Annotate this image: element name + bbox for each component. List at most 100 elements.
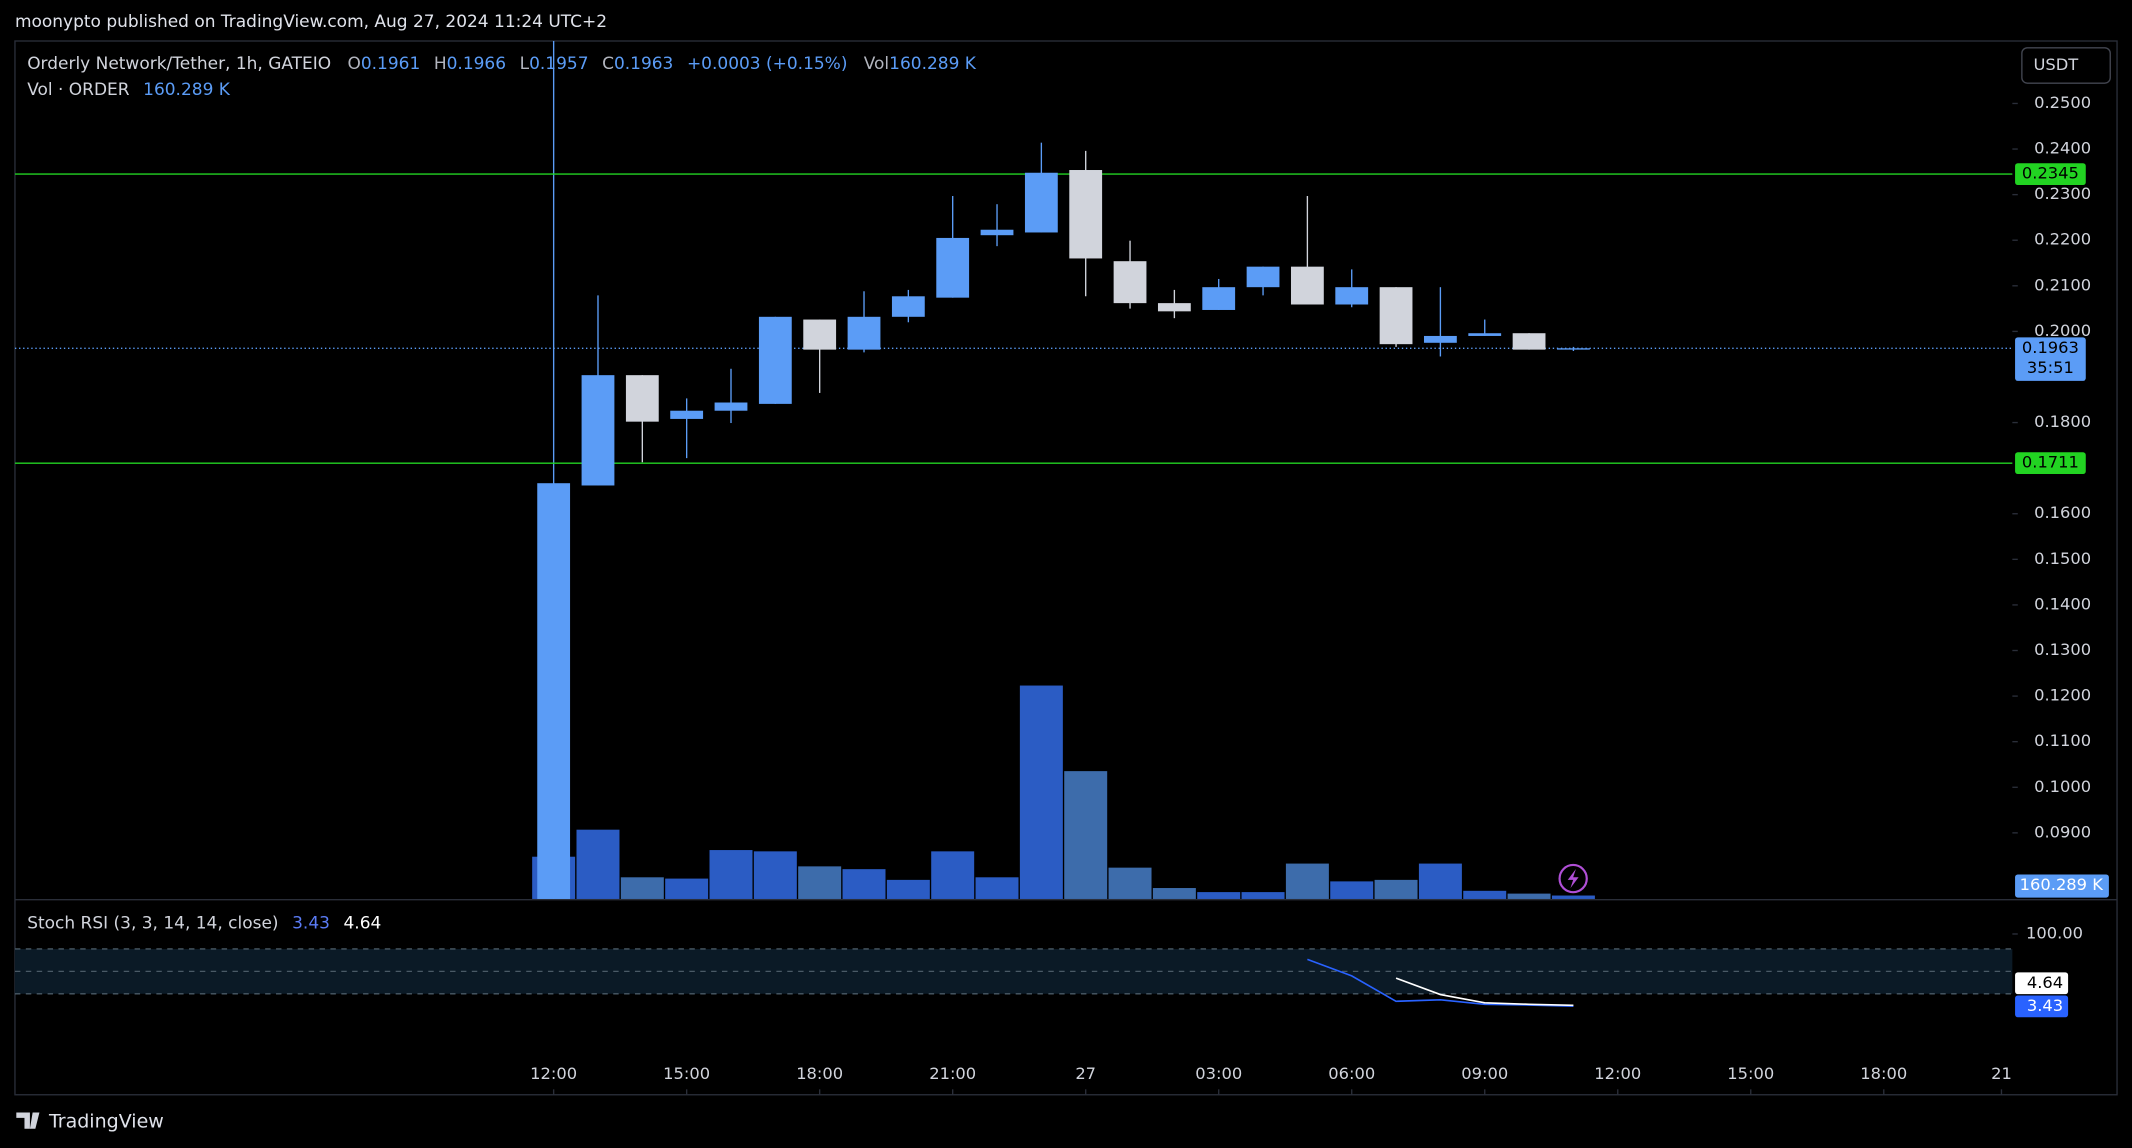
candle-body [1024,172,1058,233]
volume-bar [576,829,620,899]
x-tick-label: 18:00 [1860,1064,1907,1083]
candle-body [1113,261,1147,304]
brand-text: TradingView [48,1110,164,1132]
level-label-box [2015,163,2086,185]
currency-label: USDT [2033,55,2078,74]
candle-body [537,483,571,899]
volume-bar [1019,685,1063,899]
y-tick-label: 0.1400 [2034,594,2091,613]
candle-body [1069,170,1103,259]
volume-bar [886,879,930,899]
legend-value: 0.1966 [447,54,506,74]
y-tick-label: 0.2100 [2034,275,2091,294]
volume-bar [1152,888,1196,899]
volume-bar [1285,863,1329,899]
y-tick-label: 0.1100 [2034,731,2091,750]
publisher-line: moonypto published on TradingView.com, A… [15,12,607,32]
volume-bar [709,850,753,899]
legend-label: Vol [864,54,889,74]
candle-body [1557,348,1590,350]
candle-body [936,237,970,298]
candle-body [1290,266,1324,305]
y-tick-label: 0.1300 [2034,640,2091,659]
volume-bar [1463,890,1507,899]
legend-label: C [602,54,614,74]
stoch-value-box [2015,972,2069,995]
level-label-box [2015,452,2086,475]
x-tick-label: 21 [1991,1064,2012,1083]
volume-bar [753,851,797,899]
volume-label-box [2015,874,2109,898]
symbol-title: Orderly Network/Tether, 1h, GATEIO [27,54,331,74]
volume-bar [1418,863,1462,899]
stoch-legend: Stoch RSI (3, 3, 14, 14, close) 3.43 4.6… [27,913,381,933]
stoch-title: Stoch RSI (3, 3, 14, 14, close) [27,913,278,933]
legend-value: 0.1961 [361,54,420,74]
x-tick-label: 06:00 [1328,1064,1375,1083]
legend-label: O [347,54,360,74]
volume-bar [1241,892,1285,899]
legend-label: H [434,54,447,74]
stoch-line [1395,977,1574,1007]
candle-body [625,375,659,422]
last-price-label: 0.1963 [2022,338,2079,357]
volume-bar [1064,771,1108,899]
x-tick-label: 18:00 [796,1064,843,1083]
volume-bar [842,869,886,899]
change: +0.0003 (+0.15%) [687,54,848,74]
legend-value: 160.289 K [889,54,977,74]
volume-axis-label: 160.289 K [2020,875,2105,894]
y-tick-label: 0.1500 [2034,549,2091,568]
volume-bar [1551,895,1595,899]
x-tick-label: 12:00 [530,1064,577,1083]
x-tick-label: 15:00 [663,1064,710,1083]
lightning-icon[interactable] [1558,863,1588,894]
volume-bar [620,877,664,899]
brand-logo[interactable]: TradingView [16,1110,164,1132]
candle-body [1468,333,1502,336]
volume-bar [1197,892,1241,899]
candle-body [1157,303,1191,312]
candle-body [847,316,881,350]
countdown-label: 35:51 [2027,358,2074,377]
x-tick-label: 15:00 [1727,1064,1774,1083]
legend-value: 0.1957 [529,54,588,74]
y-tick-label: 0.2300 [2034,184,2091,203]
x-tick-label: 12:00 [1594,1064,1641,1083]
stoch-value-label: 4.64 [2027,973,2063,992]
x-tick-label: 27 [1075,1064,1096,1083]
x-tick-label: 09:00 [1461,1064,1508,1083]
y-tick-label: 100.00 [2026,923,2083,942]
candle-body [758,316,792,404]
volume-bar [665,878,709,899]
legend-label: L [520,54,530,74]
y-tick-label: 0.2500 [2034,93,2091,112]
volume-value: 160.289 K [143,80,231,100]
volume-bar [1374,879,1418,899]
y-tick-label: 0.1200 [2034,686,2091,705]
last-price-box [2015,337,2086,381]
candle-body [714,402,748,411]
currency-button[interactable] [2021,47,2111,84]
volume-bar [798,866,842,899]
y-tick-label: 0.2400 [2034,139,2091,158]
volume-bar [1507,893,1551,899]
y-tick-label: 0.1000 [2034,777,2091,796]
level-label: 0.1711 [2022,453,2079,472]
candle-body [670,410,704,419]
y-tick-label: 0.0900 [2034,822,2091,841]
volume-bar [1108,867,1152,899]
candle-body [803,319,837,350]
volume-title: Vol · ORDER [27,80,130,100]
candle-body [1423,335,1457,343]
volume-bar [975,877,1019,899]
candle-body [1246,266,1280,288]
candle-body [1335,287,1369,305]
candle-body [891,296,925,317]
stoch-value-label: 3.43 [2027,996,2063,1015]
x-tick-label: 03:00 [1195,1064,1242,1083]
volume-bar [1330,881,1374,899]
y-tick-label: 0.1600 [2034,503,2091,522]
legend: Orderly Network/Tether, 1h, GATEIO O0.19… [27,54,977,74]
